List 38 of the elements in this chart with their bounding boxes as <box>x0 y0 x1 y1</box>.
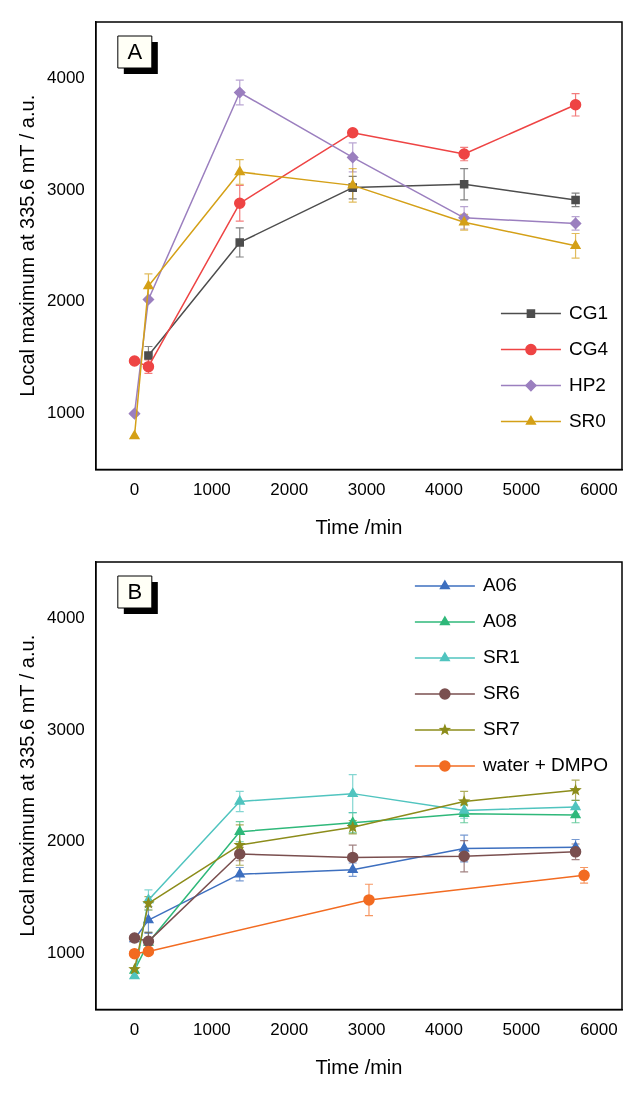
legend-label: A08 <box>482 610 517 632</box>
x-tick-label: 4000 <box>425 1020 463 1040</box>
x-tick-label: 6000 <box>579 480 618 500</box>
x-tick-label: 1000 <box>192 480 231 500</box>
y-axis-title: Local maximum at 335.6 mT / a.u. <box>15 634 38 937</box>
legend-label: CG1 <box>568 301 609 323</box>
x-axis-title: Time /min <box>315 1055 403 1078</box>
y-tick-label: 4000 <box>46 67 85 87</box>
x-tick-label: 6000 <box>579 1020 618 1040</box>
legend-label: CG4 <box>568 337 609 359</box>
annotation: B <box>127 579 143 605</box>
x-tick-label: 5000 <box>502 480 541 500</box>
y-tick-label: 2000 <box>46 831 85 851</box>
y-tick-label: 1000 <box>46 403 85 423</box>
x-tick-label: 3000 <box>347 480 386 500</box>
legend-label: SR6 <box>482 682 520 704</box>
legend-label: SR1 <box>482 646 520 668</box>
x-tick-label: 3000 <box>347 1020 386 1040</box>
x-tick-label: 5000 <box>502 1020 541 1040</box>
y-tick-label: 3000 <box>46 719 85 739</box>
y-tick-label: 3000 <box>46 179 85 199</box>
legend-label: SR7 <box>482 718 520 740</box>
legend-label: water + DMPO <box>481 754 609 776</box>
legend-label: A06 <box>482 574 517 596</box>
y-tick-label: 4000 <box>46 607 85 627</box>
legend-label: SR0 <box>568 409 606 431</box>
x-tick-label: 0 <box>129 1020 140 1040</box>
y-axis-title: Local maximum at 335.6 mT / a.u. <box>15 94 38 397</box>
x-axis-title: Time /min <box>315 515 403 538</box>
x-tick-label: 2000 <box>270 480 309 500</box>
legend-label: HP2 <box>568 373 606 395</box>
x-tick-label: 2000 <box>270 1020 309 1040</box>
annotation: A <box>127 39 143 65</box>
y-tick-label: 1000 <box>46 943 85 963</box>
x-tick-label: 0 <box>129 480 140 500</box>
y-tick-label: 2000 <box>46 291 85 311</box>
x-tick-label: 4000 <box>425 480 463 500</box>
x-tick-label: 1000 <box>192 1020 231 1040</box>
